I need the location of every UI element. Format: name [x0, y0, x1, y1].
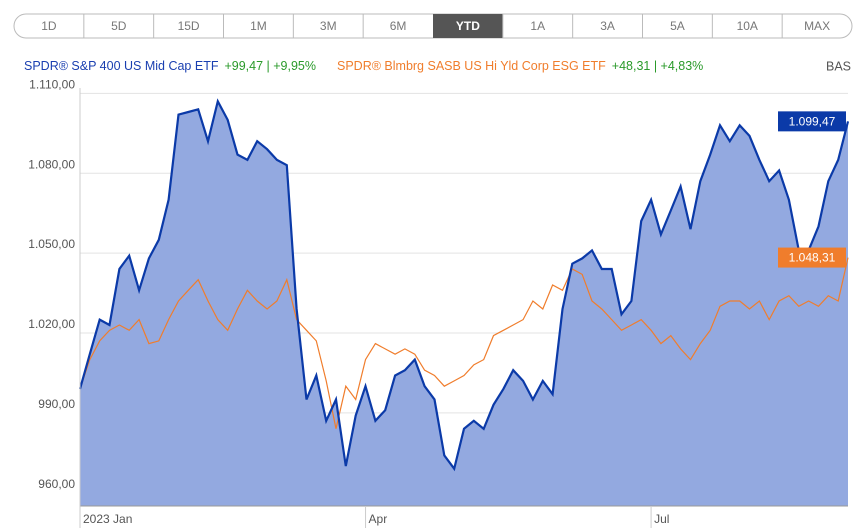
legend: SPDR® S&P 400 US Mid Cap ETF +99,47 | +9,… [24, 59, 316, 73]
line [78, 98, 850, 472]
end-label-box [778, 247, 846, 268]
legend-name: SPDR® S&P 400 US Mid Cap ETF [24, 59, 219, 73]
y-tick-label: 960,00 [38, 477, 75, 491]
x-tick-label: Apr [369, 512, 388, 526]
line [79, 257, 849, 429]
range-button[interactable]: 3M [320, 19, 337, 33]
range-button[interactable]: 6M [390, 19, 407, 33]
range-button-active [433, 14, 503, 38]
y-tick-label: 1.080,00 [28, 157, 75, 171]
x-tick-label: 2023 Jan [83, 512, 132, 526]
range-button[interactable]: 3A [600, 19, 615, 33]
y-tick-label: 1.050,00 [28, 237, 75, 251]
range-button[interactable]: 1A [530, 19, 545, 33]
end-label-box [778, 111, 846, 132]
range-button[interactable]: 5A [670, 19, 685, 33]
range-button[interactable]: 10A [737, 19, 758, 33]
legend-change: +48,31 | +4,83% [612, 59, 704, 73]
end-label: 1.099,47 [789, 115, 836, 129]
range-button[interactable]: 1M [250, 19, 267, 33]
end-label: 1.048,31 [789, 251, 836, 265]
range-button[interactable]: 15D [178, 19, 200, 33]
legend-change: +99,47 | +9,95% [224, 59, 316, 73]
range-button[interactable]: YTD [456, 19, 480, 33]
range-button[interactable]: 1D [41, 19, 57, 33]
y-tick-label: 1.110,00 [29, 77, 75, 91]
x-tick-label: Jul [654, 512, 669, 526]
right-text: BAS [826, 59, 851, 73]
y-tick-label: 990,00 [38, 397, 75, 411]
legend: SPDR® Blmbrg SASB US Hi Yld Corp ESG ETF… [337, 59, 703, 73]
y-tick-label: 1.020,00 [28, 317, 75, 331]
range-button[interactable]: MAX [804, 19, 830, 33]
legend-name: SPDR® Blmbrg SASB US Hi Yld Corp ESG ETF [337, 59, 606, 73]
area [80, 101, 848, 507]
range-button[interactable]: 5D [111, 19, 127, 33]
